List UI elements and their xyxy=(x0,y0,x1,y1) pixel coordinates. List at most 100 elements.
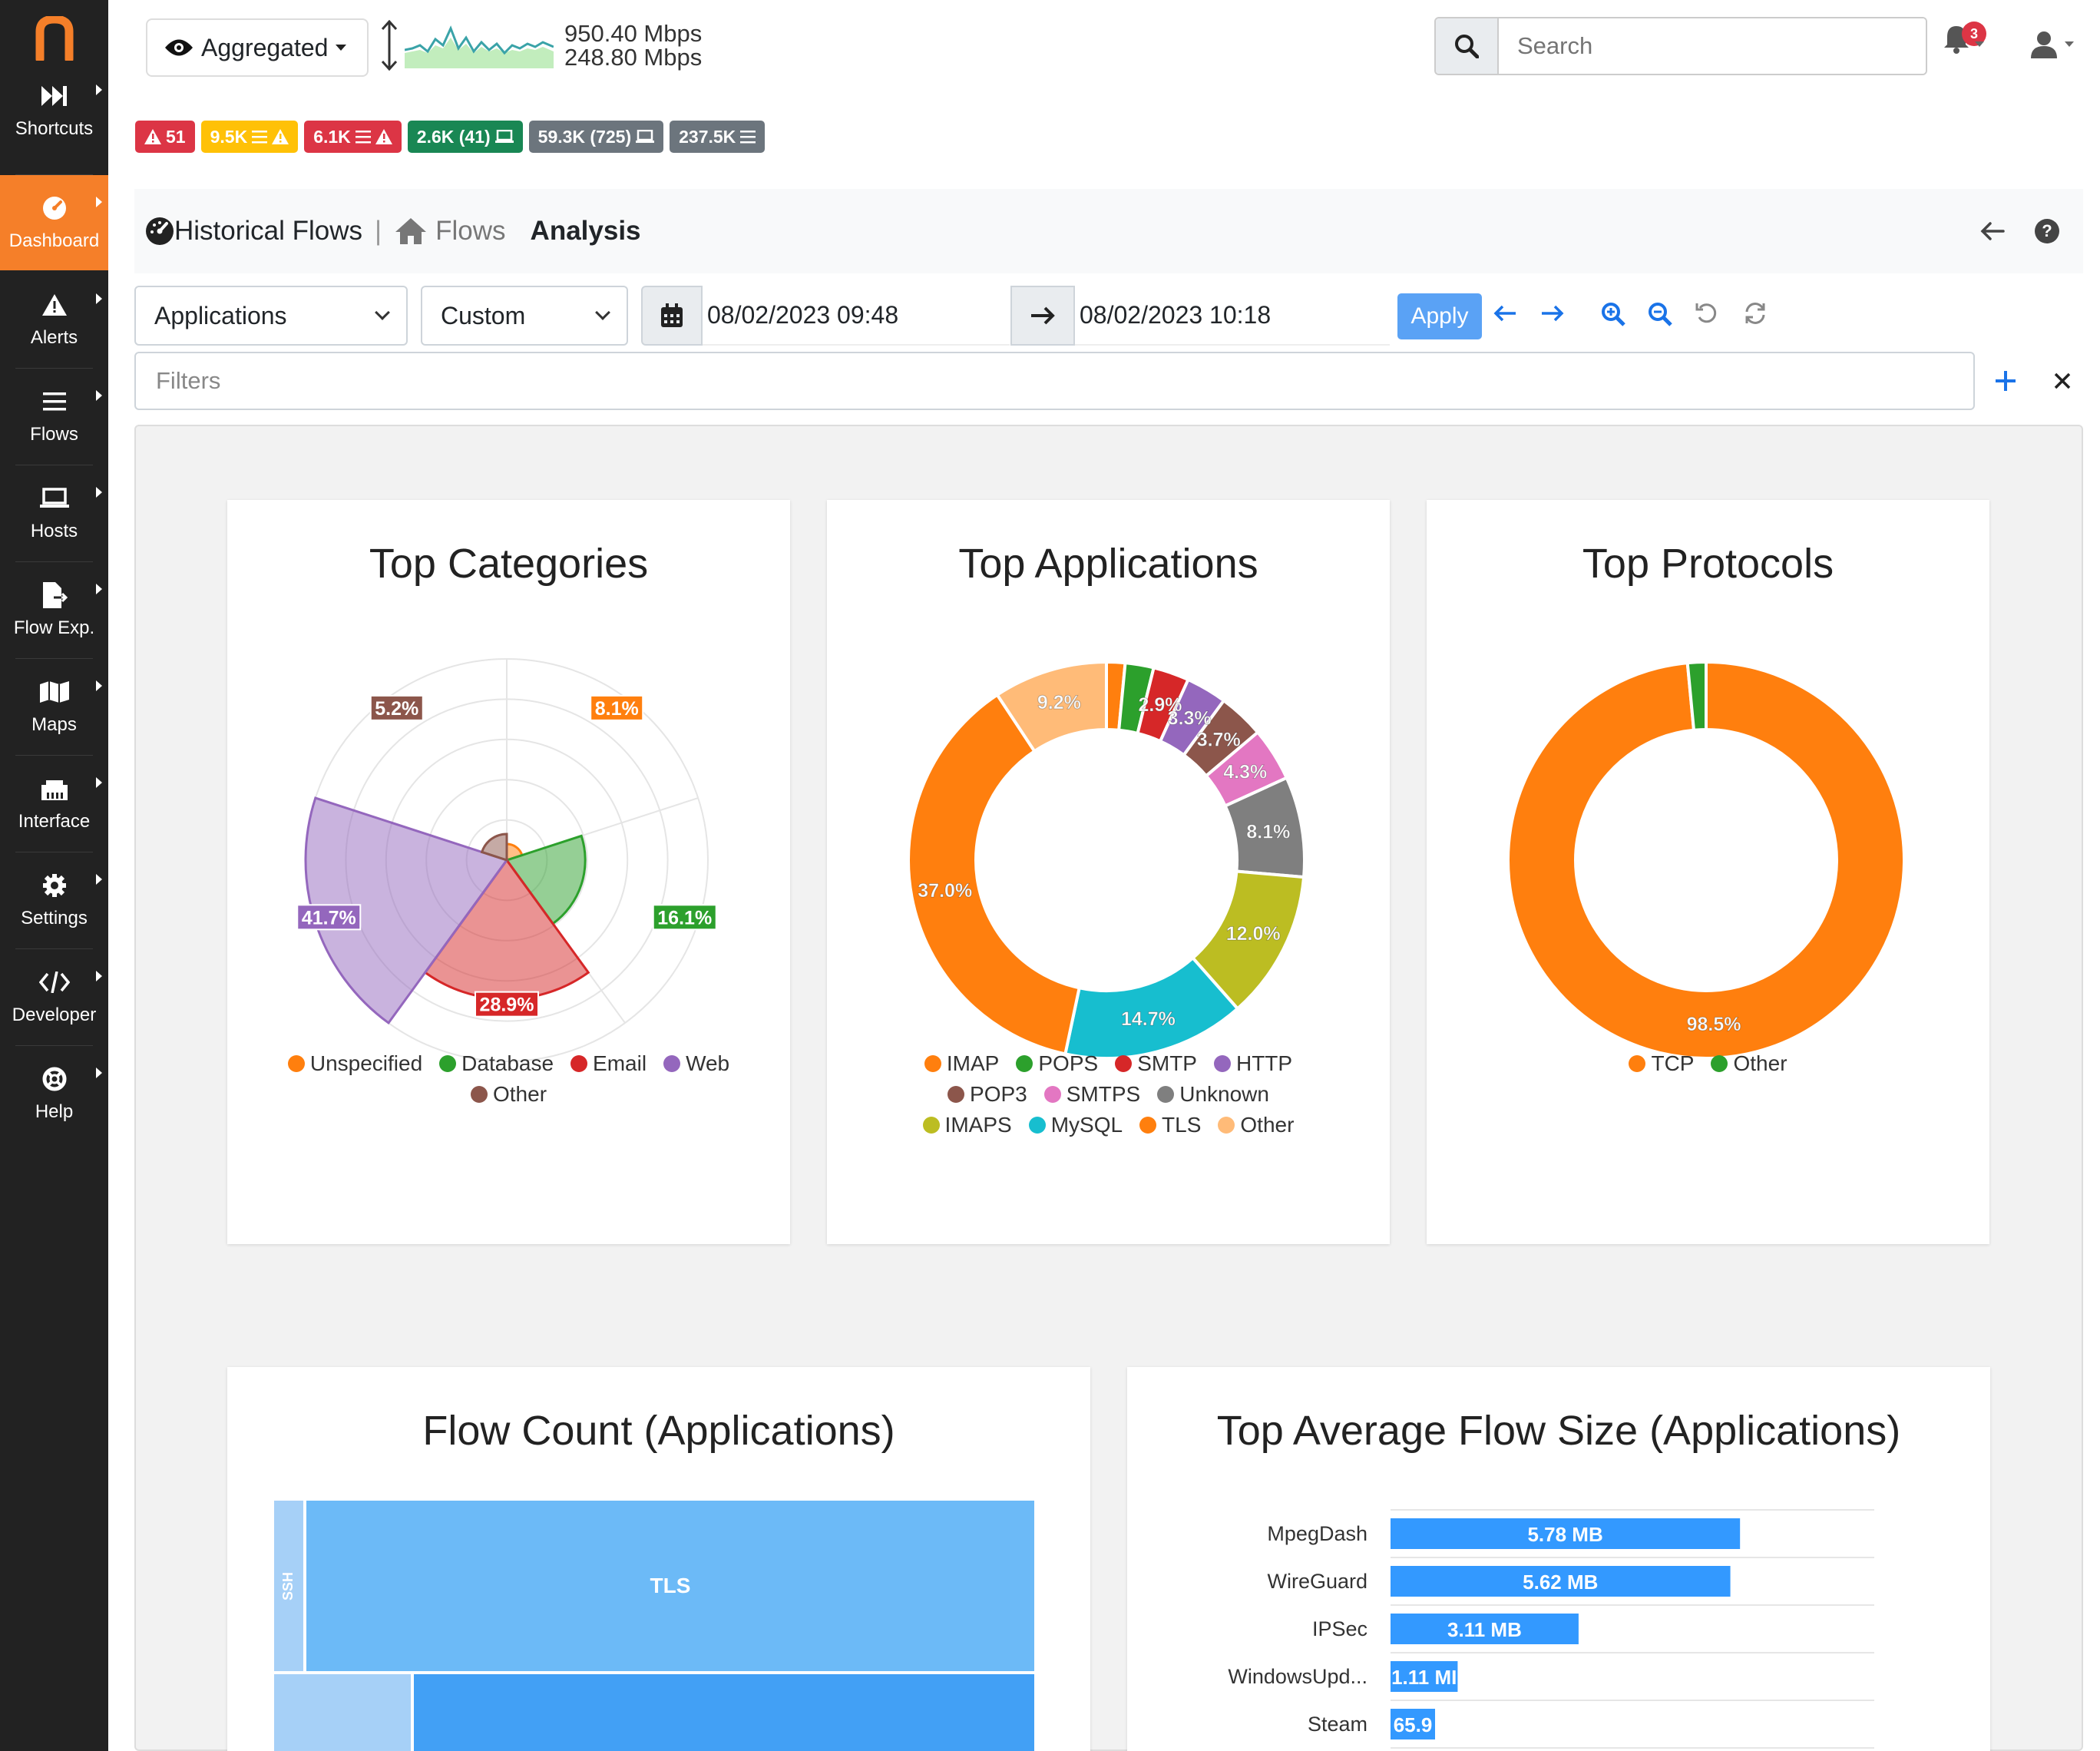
legend-item-pop3[interactable]: POP3 xyxy=(947,1082,1027,1107)
notifications-button[interactable]: 3 xyxy=(1943,22,1986,58)
legend-item-smtp[interactable]: SMTP xyxy=(1115,1051,1197,1076)
legend-item-unknown[interactable]: Unknown xyxy=(1157,1082,1269,1107)
sidebar-item-developer[interactable]: Developer xyxy=(0,949,108,1044)
legend-item-web[interactable]: Web xyxy=(663,1051,729,1076)
arrow-left-icon[interactable] xyxy=(1493,302,1517,325)
bar-steam[interactable] xyxy=(1391,1709,1435,1739)
legend-swatch xyxy=(1043,1086,1061,1103)
legend-item-smtps[interactable]: SMTPS xyxy=(1043,1082,1140,1107)
traffic-indicator[interactable]: 950.40 Mbps 248.80 Mbps xyxy=(380,20,702,71)
donut-slice-other[interactable] xyxy=(1685,660,1708,732)
sidebar-item-settings[interactable]: Settings xyxy=(0,852,108,948)
calendar-button[interactable] xyxy=(641,286,703,346)
legend-item-tcp[interactable]: TCP xyxy=(1629,1051,1694,1076)
sidebar-item-flow-exp[interactable]: Flow Exp. xyxy=(0,562,108,657)
legend-item-imaps[interactable]: IMAPS xyxy=(922,1113,1012,1137)
treemap-cell[interactable] xyxy=(274,1674,411,1751)
filters-input[interactable]: Filters xyxy=(134,352,1975,410)
fast-forward-icon xyxy=(41,81,68,111)
back-arrow-icon[interactable] xyxy=(1980,221,2005,241)
sidebar-item-shortcuts[interactable]: Shortcuts xyxy=(0,63,108,158)
sidebar-item-alerts[interactable]: Alerts xyxy=(0,272,108,367)
sidebar-item-label: Interface xyxy=(18,811,91,832)
legend-item-email[interactable]: Email xyxy=(570,1051,647,1076)
sidebar-item-hosts[interactable]: Hosts xyxy=(0,465,108,561)
remote-hosts-badge[interactable]: 59.3K (725) xyxy=(528,121,664,153)
add-filter-icon[interactable] xyxy=(1993,369,2018,393)
sidebar-item-label: Help xyxy=(35,1101,74,1122)
breadcrumb-current: Analysis xyxy=(530,216,641,246)
sidebar-item-label: Alerts xyxy=(30,327,78,348)
sidebar-item-maps[interactable]: Maps xyxy=(0,659,108,754)
alerts-badge[interactable]: 51 xyxy=(135,121,195,153)
legend-swatch xyxy=(1157,1086,1175,1103)
bar-windowsupd[interactable] xyxy=(1391,1661,1458,1692)
sidebar-item-flows[interactable]: Flows xyxy=(0,369,108,464)
polar-slice-database[interactable] xyxy=(504,834,587,925)
legend-item-other[interactable]: Other xyxy=(1218,1113,1294,1137)
bar-ipsec[interactable] xyxy=(1391,1614,1579,1644)
flow-errors-badge[interactable]: 6.1K xyxy=(304,121,402,153)
search-button[interactable] xyxy=(1436,18,1499,74)
interface-selector[interactable]: Aggregated xyxy=(146,18,369,77)
top-protocols-donut-chart: 98.5% xyxy=(1506,660,1906,1060)
page-title: Historical Flows xyxy=(174,216,363,246)
sidebar-item-dashboard[interactable]: Dashboard xyxy=(0,175,108,270)
zoom-out-icon[interactable] xyxy=(1648,302,1672,326)
bar-mpegdash[interactable] xyxy=(1391,1518,1741,1549)
user-menu[interactable] xyxy=(2031,31,2074,62)
donut-slice-tcp[interactable] xyxy=(1506,660,1906,1060)
undo-icon[interactable] xyxy=(1695,302,1718,325)
donut-slice-tls[interactable] xyxy=(907,692,1082,1056)
treemap-cell-ssh[interactable]: SSH xyxy=(274,1501,303,1671)
ntop-logo[interactable] xyxy=(0,0,108,77)
breadcrumb-separator: | xyxy=(375,216,382,246)
breadcrumb-flows-link[interactable]: Flows xyxy=(435,216,506,246)
top-categories-polar-chart: 8.1% 16.1% 28.9% 41.7% 5.2% xyxy=(296,658,717,1062)
help-circle-icon[interactable]: ? xyxy=(2034,218,2060,244)
treemap-cell-tls[interactable]: TLS xyxy=(306,1501,1034,1671)
top-applications-title: Top Applications xyxy=(958,541,1258,587)
top-applications-card: Top Applications 2.9% 3.3% 3.7% 4.3% 8.1% 12.… xyxy=(827,500,1390,1244)
arrow-right-icon xyxy=(1031,306,1055,325)
local-hosts-badge[interactable]: 2.6K (41) xyxy=(407,121,523,153)
legend-item-http[interactable]: HTTP xyxy=(1213,1051,1292,1076)
legend-item-tls[interactable]: TLS xyxy=(1139,1113,1201,1137)
treemap-cell[interactable] xyxy=(414,1674,1034,1751)
legend-item-mysql[interactable]: MySQL xyxy=(1028,1113,1123,1137)
apply-button[interactable]: Apply xyxy=(1397,293,1482,339)
home-icon[interactable] xyxy=(394,217,428,246)
search-input[interactable] xyxy=(1499,18,1926,74)
legend-swatch xyxy=(1711,1055,1728,1072)
analysis-type-value: Applications xyxy=(154,301,287,329)
time-range-select[interactable]: Custom xyxy=(421,286,628,346)
flow-warnings-badge[interactable]: 9.5K xyxy=(200,121,299,153)
total-flows-badge[interactable]: 237.5K xyxy=(670,121,766,153)
refresh-icon[interactable] xyxy=(1743,302,1768,325)
bar-wireguard[interactable] xyxy=(1391,1566,1731,1597)
date-from-input[interactable]: 08/02/2023 09:48 xyxy=(703,286,1010,346)
sidebar-item-label: Maps xyxy=(31,714,77,735)
legend-item-unspecified[interactable]: Unspecified xyxy=(287,1051,422,1076)
map-icon xyxy=(39,677,69,707)
sidebar-item-help[interactable]: Help xyxy=(0,1046,108,1141)
legend-item-pops[interactable]: POPS xyxy=(1016,1051,1098,1076)
donut-slice-other[interactable] xyxy=(994,660,1108,753)
date-to-input[interactable]: 08/02/2023 10:18 xyxy=(1075,286,1390,346)
zoom-in-icon[interactable] xyxy=(1601,302,1625,326)
legend-item-database[interactable]: Database xyxy=(439,1051,554,1076)
legend-item-other[interactable]: Other xyxy=(470,1082,547,1107)
top-protocols-legend: TCP Other xyxy=(1427,1051,1989,1076)
legend-item-other[interactable]: Other xyxy=(1711,1051,1787,1076)
laptop-icon xyxy=(636,130,655,143)
legend-item-imap[interactable]: IMAP xyxy=(924,1051,999,1076)
legend-label: POP3 xyxy=(970,1082,1027,1106)
analysis-type-select[interactable]: Applications xyxy=(134,286,408,346)
top-categories-legend: Unspecified Database Email Web Other xyxy=(227,1051,790,1107)
legend-label: Other xyxy=(492,1082,547,1106)
legend-swatch xyxy=(1218,1117,1235,1134)
clear-filters-icon[interactable] xyxy=(2053,372,2072,390)
polar-slice-other[interactable] xyxy=(480,832,508,862)
arrow-right-icon[interactable] xyxy=(1540,302,1565,325)
sidebar-item-interface[interactable]: Interface xyxy=(0,756,108,851)
